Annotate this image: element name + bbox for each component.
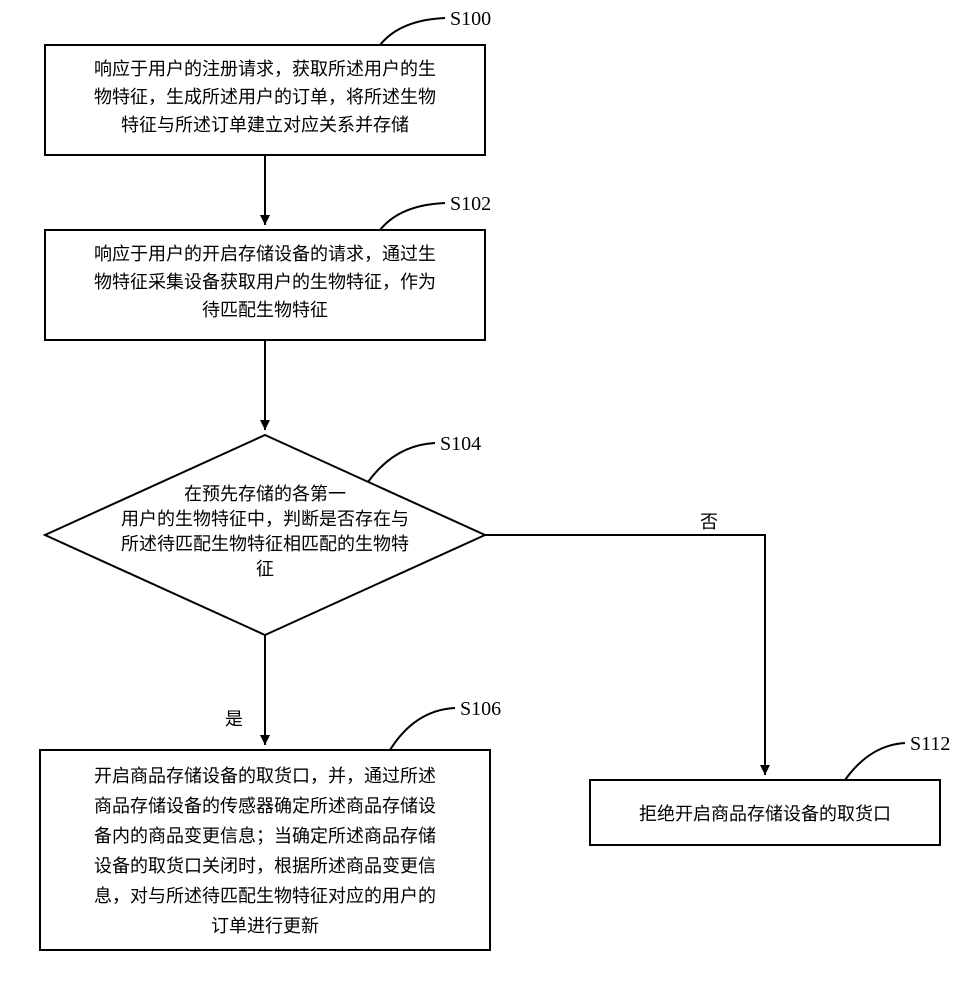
s104-line4: 征 (256, 559, 274, 579)
s102-line2: 物特征采集设备获取用户的生物特征，作为 (94, 272, 436, 292)
node-s112: 拒绝开启商品存储设备的取货口 (590, 780, 940, 845)
s106-line2: 商品存储设备的传感器确定所述商品存储设 (94, 796, 436, 816)
s100-line3: 特征与所述订单建立对应关系并存储 (121, 115, 409, 135)
branch-yes: 是 (225, 709, 243, 729)
s100-line1: 响应于用户的注册请求，获取所述用户的生 (94, 59, 436, 79)
node-s100: 响应于用户的注册请求，获取所述用户的生 物特征，生成所述用户的订单，将所述生物 … (45, 45, 485, 155)
s104-label: S104 (440, 433, 481, 455)
s104-callout (368, 443, 435, 482)
node-s102: 响应于用户的开启存储设备的请求，通过生 物特征采集设备获取用户的生物特征，作为 … (45, 230, 485, 340)
node-s106: 开启商品存储设备的取货口，并，通过所述 商品存储设备的传感器确定所述商品存储设 … (40, 750, 490, 950)
s100-callout (380, 18, 445, 45)
s104-line3: 所述待匹配生物特征相匹配的生物特 (121, 534, 409, 554)
s106-line4: 设备的取货口关闭时，根据所述商品变更信 (94, 856, 436, 876)
s102-label: S102 (450, 193, 491, 215)
s102-line1: 响应于用户的开启存储设备的请求，通过生 (94, 244, 436, 264)
s112-text: 拒绝开启商品存储设备的取货口 (639, 804, 891, 824)
s112-label: S112 (910, 733, 950, 755)
edge-s104-s112 (485, 535, 765, 775)
s106-label: S106 (460, 698, 501, 720)
node-s104: 在预先存储的各第一 用户的生物特征中，判断是否存在与 所述待匹配生物特征相匹配的… (45, 435, 485, 635)
branch-no: 否 (700, 512, 718, 532)
s106-line6: 订单进行更新 (211, 916, 319, 936)
s112-callout (845, 743, 905, 780)
flowchart-canvas: 响应于用户的注册请求，获取所述用户的生 物特征，生成所述用户的订单，将所述生物 … (0, 0, 975, 1000)
s100-label: S100 (450, 8, 491, 30)
s104-line2: 用户的生物特征中，判断是否存在与 (121, 509, 409, 529)
s106-line1: 开启商品存储设备的取货口，并，通过所述 (94, 766, 436, 786)
s106-callout (390, 708, 455, 750)
s102-callout (380, 203, 445, 230)
s100-line2: 物特征，生成所述用户的订单，将所述生物 (94, 87, 436, 107)
s102-line3: 待匹配生物特征 (202, 300, 328, 320)
s106-line3: 备内的商品变更信息；当确定所述商品存储 (94, 826, 436, 846)
s106-line5: 息，对与所述待匹配生物特征对应的用户的 (94, 886, 436, 906)
s104-line1: 在预先存储的各第一 (184, 484, 346, 504)
